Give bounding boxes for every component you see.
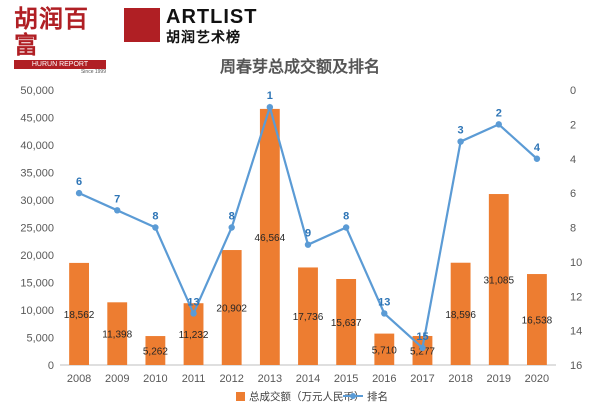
y-left-tick-label: 50,000 xyxy=(20,85,54,97)
x-tick-label: 2009 xyxy=(105,373,129,385)
x-tick-label: 2013 xyxy=(258,373,282,385)
bar-value-label: 11,398 xyxy=(102,330,132,341)
x-tick-label: 2016 xyxy=(372,373,396,385)
artlist-logo-en: ARTLIST xyxy=(166,6,258,28)
bar-value-label: 20,902 xyxy=(216,304,247,315)
legend-bar-label: 总成交额（万元人民币） xyxy=(249,390,365,403)
x-tick-label: 2019 xyxy=(487,373,511,385)
bar-2016 xyxy=(374,333,395,365)
bar-value-label: 31,085 xyxy=(483,276,514,287)
rank-label: 3 xyxy=(458,125,464,137)
bar-2012 xyxy=(221,250,242,365)
bar-2013 xyxy=(259,108,280,365)
rank-point-2008 xyxy=(75,189,83,197)
rank-label: 8 xyxy=(229,211,235,223)
hurun-logo-cn: 胡润百富 xyxy=(14,5,89,59)
y-right-tick-label: 0 xyxy=(570,85,576,97)
rank-point-2012 xyxy=(228,224,235,231)
rank-point-2015 xyxy=(342,224,350,231)
rank-label: 15 xyxy=(416,331,428,343)
y-left-tick-label: 20,000 xyxy=(20,250,54,262)
hurun-logo: 胡润百富 HURUN REPORT Since 1999 xyxy=(14,6,110,75)
rank-label: 6 xyxy=(76,176,82,188)
rank-point-2011 xyxy=(190,310,197,317)
artlist-logo-cn: 胡润艺术榜 xyxy=(166,30,241,46)
y-right-tick-label: 2 xyxy=(570,119,576,131)
artlist-mark-icon xyxy=(124,8,160,42)
rank-point-2013 xyxy=(266,103,274,111)
bar-value-label: 5,277 xyxy=(410,346,435,357)
x-tick-label: 2020 xyxy=(525,373,549,385)
rank-label: 9 xyxy=(305,228,311,240)
x-tick-label: 2010 xyxy=(143,373,167,385)
hurun-logo-since: Since 1999 xyxy=(80,69,106,75)
x-tick-label: 2018 xyxy=(448,373,472,385)
rank-point-2010 xyxy=(152,224,159,231)
rank-point-2017 xyxy=(419,344,426,352)
y-right-tick-label: 14 xyxy=(570,326,582,338)
bar-value-label: 5,262 xyxy=(143,347,168,358)
y-right-tick-label: 8 xyxy=(570,223,576,235)
rank-point-2009 xyxy=(114,207,121,214)
rank-point-2014 xyxy=(304,241,312,248)
y-left-tick-label: 25,000 xyxy=(20,223,54,235)
bar-2015 xyxy=(336,278,357,365)
bar-value-label: 16,538 xyxy=(522,316,553,327)
x-tick-label: 2012 xyxy=(219,373,243,385)
bar-2008 xyxy=(69,262,89,365)
y-left-tick-label: 30,000 xyxy=(20,195,54,207)
rank-label: 8 xyxy=(152,211,158,223)
rank-label: 8 xyxy=(343,211,349,223)
y-left-tick-label: 40,000 xyxy=(20,140,54,152)
bar-2018 xyxy=(450,262,471,365)
bar-value-label: 18,562 xyxy=(64,310,95,321)
rank-label: 7 xyxy=(114,193,120,205)
bar-value-label: 11,232 xyxy=(179,330,209,341)
legend-bar-swatch xyxy=(236,392,245,401)
rank-label: 4 xyxy=(534,142,541,154)
chart-title: 周春芽总成交额及排名 xyxy=(219,57,380,76)
bar-2020 xyxy=(527,274,547,365)
rank-point-2016 xyxy=(381,310,388,317)
y-right-tick-label: 10 xyxy=(570,257,582,269)
y-right-tick-label: 12 xyxy=(570,291,582,303)
x-tick-label: 2015 xyxy=(334,373,358,385)
y-right-tick-label: 4 xyxy=(570,154,576,166)
x-tick-label: 2008 xyxy=(67,373,91,385)
bar-value-label: 5,710 xyxy=(372,345,397,356)
hurun-logo-report: HURUN REPORT xyxy=(14,60,106,69)
bar-2014 xyxy=(298,267,318,365)
rank-label: 2 xyxy=(496,107,502,119)
bar-2019 xyxy=(488,194,509,365)
rank-point-2018 xyxy=(457,138,464,145)
x-tick-label: 2014 xyxy=(296,373,320,385)
bar-value-label: 18,596 xyxy=(445,310,476,321)
y-right-tick-label: 16 xyxy=(570,360,582,372)
y-left-tick-label: 15,000 xyxy=(20,278,54,290)
y-left-tick-label: 35,000 xyxy=(20,168,54,180)
y-left-tick-label: 0 xyxy=(48,360,54,372)
rank-label: 1 xyxy=(267,90,273,102)
artlist-logo: ARTLIST 胡润艺术榜 xyxy=(124,6,264,46)
bar-2010 xyxy=(145,336,166,365)
bar-2009 xyxy=(107,302,128,365)
rank-label: 13 xyxy=(378,296,390,308)
bar-2011 xyxy=(183,303,204,365)
bar-value-label: 15,637 xyxy=(331,318,362,329)
bar-value-label: 17,736 xyxy=(293,312,324,323)
y-right-tick-label: 6 xyxy=(570,188,576,200)
legend-line-label: 排名 xyxy=(367,390,388,403)
bar-value-label: 46,564 xyxy=(255,233,286,244)
y-left-tick-label: 10,000 xyxy=(20,305,54,317)
x-tick-label: 2011 xyxy=(182,373,206,385)
rank-point-2019 xyxy=(495,121,502,128)
y-left-tick-label: 45,000 xyxy=(20,113,54,125)
rank-point-2020 xyxy=(533,155,541,162)
rank-label: 13 xyxy=(187,296,199,308)
legend-line-marker xyxy=(350,393,356,399)
x-tick-label: 2017 xyxy=(410,373,434,385)
y-left-tick-label: 5,000 xyxy=(26,333,54,345)
